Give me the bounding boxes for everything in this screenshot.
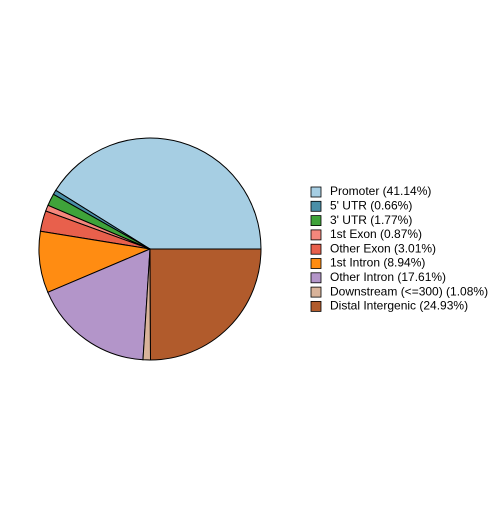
legend-label: Promoter (41.14%) bbox=[330, 184, 431, 198]
legend-label: 1st Intron (8.94%) bbox=[330, 256, 425, 270]
legend-label: Other Intron (17.61%) bbox=[330, 270, 446, 284]
legend-swatch bbox=[310, 300, 322, 312]
legend-label: 1st Exon (0.87%) bbox=[330, 227, 422, 241]
legend-label: 3' UTR (1.77%) bbox=[330, 213, 412, 227]
pie-slice bbox=[55, 137, 262, 250]
legend-label: Other Exon (3.01%) bbox=[330, 241, 436, 255]
legend-swatch bbox=[310, 286, 322, 298]
legend-label: Downstream (<=300) (1.08%) bbox=[330, 284, 488, 298]
legend-label: 5' UTR (0.66%) bbox=[330, 198, 412, 212]
legend-swatch bbox=[310, 215, 322, 227]
pie-slice bbox=[149, 248, 262, 361]
legend-swatch bbox=[310, 229, 322, 241]
legend-swatch bbox=[310, 243, 322, 255]
legend-swatch bbox=[310, 200, 322, 212]
legend-swatch bbox=[310, 258, 322, 269]
pie-slice bbox=[47, 248, 151, 361]
legend-swatch bbox=[310, 272, 322, 284]
legend-label: Distal Intergenic (24.93%) bbox=[330, 299, 468, 313]
legend-swatch bbox=[310, 186, 322, 198]
